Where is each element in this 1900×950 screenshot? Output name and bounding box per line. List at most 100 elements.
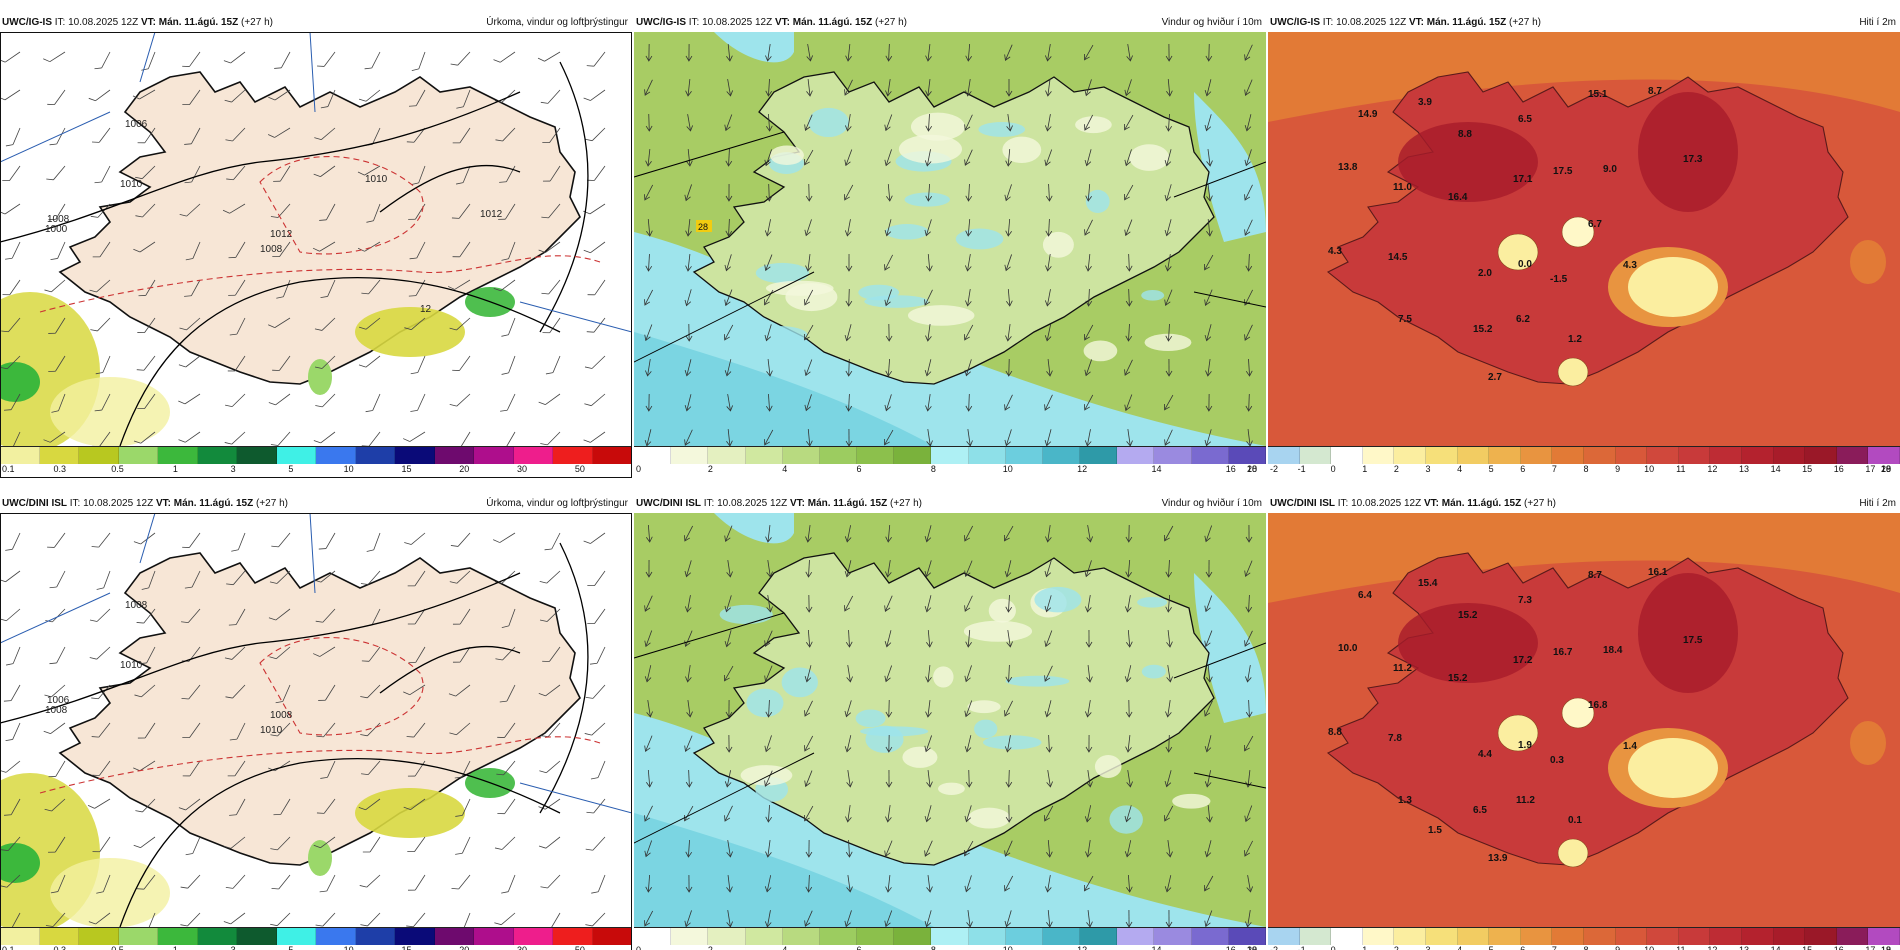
legend-swatch <box>474 928 514 945</box>
legend-tick-label: 9 <box>1615 464 1621 474</box>
lead-time: (+27 h) <box>1524 498 1556 509</box>
wind-arrow <box>1084 429 1092 446</box>
wind-arrow <box>1124 805 1132 823</box>
wind-barb <box>49 127 66 146</box>
isobar <box>0 91 521 243</box>
run-info: UWC/IG-IS IT: 10.08.2025 12Z VT: Mán. 11… <box>1270 14 1541 32</box>
wind-arrow <box>724 665 734 682</box>
wind-barb <box>45 912 66 927</box>
wind-barb <box>5 646 21 666</box>
wind-arrow <box>965 183 973 202</box>
wind-arrow <box>645 393 653 412</box>
wind-arrow <box>1086 665 1093 683</box>
legend-tick-label: 19 <box>1880 945 1892 950</box>
valid-time-value: Mán. 11.ágú. 15Z <box>1426 17 1507 28</box>
wind-barb <box>179 203 201 217</box>
legend-swatch <box>1228 447 1266 464</box>
isobar-label: 1010 <box>120 660 143 671</box>
temperature-label: 6.5 <box>1473 805 1487 816</box>
wind-arrow <box>844 595 854 612</box>
wind-speed-patch <box>808 107 849 138</box>
isobar <box>119 758 561 927</box>
wind-arrow <box>1245 393 1253 412</box>
wind-barb <box>320 760 336 779</box>
legend-tick-label: 0.1 <box>2 464 15 474</box>
wind-arrow <box>1204 700 1213 717</box>
precip-core <box>0 362 40 402</box>
wind-arrow <box>1244 324 1253 341</box>
wind-arrow <box>1204 254 1214 271</box>
wind-barb <box>410 355 426 375</box>
wind-barb <box>312 241 336 252</box>
wind-arrow <box>1046 770 1053 788</box>
wind-arrow <box>1125 253 1133 272</box>
legend-swatch <box>1805 447 1837 464</box>
wind-arrow <box>1045 79 1052 97</box>
wind-arrow <box>1245 699 1253 718</box>
wind-arrow <box>1004 44 1013 61</box>
glacier-area <box>1628 738 1718 798</box>
graticule-line <box>0 592 111 644</box>
wind-barb <box>5 241 21 260</box>
wind-panel-row-1: UWC/IG-IS IT: 10.08.2025 12Z VT: Mán. 11… <box>634 14 1266 479</box>
wind-barb <box>227 355 246 372</box>
wind-barb <box>5 532 21 551</box>
legend-swatch <box>355 928 395 945</box>
wind-arrow <box>884 595 893 612</box>
wind-arrow <box>804 114 813 131</box>
wind-barb <box>407 760 426 777</box>
wind-barb <box>361 760 381 776</box>
wind-arrow <box>844 324 852 342</box>
panel-field-title: Hiti í 2m <box>1859 498 1896 509</box>
lead-time: (+27 h) <box>1509 17 1541 28</box>
wind-arrow <box>1004 735 1012 753</box>
wind-barb <box>4 798 21 816</box>
graticule-line <box>634 131 785 178</box>
wind-barb <box>231 532 246 552</box>
wind-barb <box>136 874 156 890</box>
panel-title: UWC/IG-IS IT: 10.08.2025 12Z VT: Mán. 11… <box>0 14 632 32</box>
wind-barb <box>408 279 426 297</box>
wind-speed-patch <box>719 604 773 625</box>
wind-barb <box>319 203 336 221</box>
wind-arrow <box>644 289 654 306</box>
wind-barb <box>584 722 606 736</box>
wind-barb <box>49 570 66 589</box>
temperature-label: 11.2 <box>1516 795 1535 806</box>
wind-arrow <box>646 700 653 718</box>
wind-arrow <box>1244 219 1253 236</box>
wind-arrow <box>1044 805 1054 822</box>
wind-arrow <box>884 289 892 307</box>
wind-arrow <box>1204 114 1212 132</box>
isobar-label: 1008 <box>47 214 70 225</box>
wind-barb <box>408 646 426 664</box>
wind-barb <box>268 317 291 329</box>
wind-barb <box>184 127 201 145</box>
wind-arrow <box>1086 770 1093 788</box>
wind-barb <box>225 127 246 142</box>
wind-arrow <box>724 359 732 377</box>
wind-arrow <box>644 665 652 683</box>
wind-arrow <box>765 44 772 62</box>
wind-arrow <box>845 253 853 272</box>
wind-arrow <box>1165 559 1173 578</box>
wind-arrow <box>1045 254 1052 272</box>
isobar <box>539 61 589 333</box>
legend-labels: -2 -1 0 1 2 3 4 5 6 7 8 9 10 11 12 13 14 15 16 17 18 19 20 <box>1268 464 1900 476</box>
wind-barb <box>360 722 381 737</box>
legend-tick-label: 5 <box>1488 945 1494 950</box>
legend-swatch <box>237 928 277 945</box>
legend-tick-label: 12 <box>1707 945 1718 950</box>
temperature-label: 4.4 <box>1478 749 1492 760</box>
wind-arrow <box>1005 769 1013 788</box>
wind-arrow <box>846 665 853 683</box>
legend-swatch <box>857 928 895 945</box>
wind-barb <box>455 836 471 855</box>
wind-arrow <box>645 359 652 377</box>
legend-swatch <box>1489 928 1521 945</box>
glacier-area <box>1557 357 1589 387</box>
legend-tick-label: 10 <box>343 945 354 950</box>
wind-barb <box>0 51 21 63</box>
wind-arrow <box>804 359 813 377</box>
wind-speed-patch <box>858 284 900 301</box>
